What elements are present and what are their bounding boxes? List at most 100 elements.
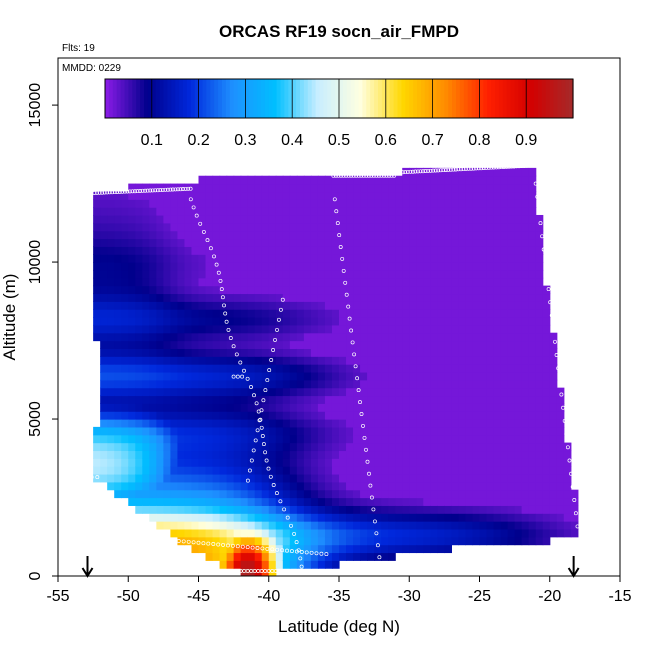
heatmap-cell — [156, 371, 164, 381]
heatmap-cell — [339, 207, 347, 216]
heatmap-cell — [170, 379, 179, 389]
heatmap-cell — [296, 528, 305, 538]
heatmap-cell — [416, 207, 424, 216]
heatmap-cell — [479, 521, 488, 530]
heatmap-cell — [219, 528, 228, 538]
heatmap-cell — [479, 269, 488, 279]
heatmap-cell — [374, 222, 382, 232]
heatmap-cell — [521, 183, 530, 193]
heatmap-cell — [458, 340, 467, 349]
heatmap-cell — [191, 301, 200, 310]
heatmap-cell — [310, 419, 319, 428]
heatmap-cell — [247, 521, 256, 530]
heatmap-cell — [465, 254, 474, 263]
heatmap-cell — [310, 356, 319, 365]
heatmap-cell — [240, 364, 249, 373]
heatmap-cell — [388, 403, 396, 412]
heatmap-cell — [219, 434, 228, 444]
heatmap-cell — [423, 317, 431, 326]
heatmap-cell — [135, 183, 143, 193]
heatmap-cell — [247, 505, 256, 514]
heatmap-cell — [233, 175, 242, 185]
heatmap-cell — [212, 403, 221, 412]
heatmap-cell — [339, 301, 347, 310]
heatmap-cell — [254, 214, 263, 224]
heatmap-cell — [226, 403, 235, 412]
heatmap-cell — [289, 214, 298, 224]
flight-track-point — [135, 189, 140, 194]
heatmap-cell — [135, 214, 143, 224]
heatmap-cell — [465, 434, 474, 444]
heatmap-cell — [135, 301, 143, 310]
heatmap-cell — [135, 230, 143, 240]
heatmap-cell — [374, 497, 382, 506]
heatmap-cell — [142, 481, 150, 491]
heatmap-cell — [170, 387, 179, 397]
heatmap-cell — [381, 395, 389, 404]
heatmap-cell — [212, 442, 221, 452]
heatmap-cell — [93, 191, 101, 200]
heatmap-cell — [240, 254, 249, 263]
heatmap-cell — [226, 183, 235, 193]
heatmap-cell — [100, 246, 108, 255]
heatmap-cell — [177, 442, 186, 452]
heatmap-cell — [233, 214, 242, 224]
heatmap-cell — [261, 536, 270, 546]
flight-track-point — [120, 189, 125, 194]
heatmap-cell — [233, 238, 242, 247]
heatmap-cell — [500, 450, 509, 459]
heatmap-cell — [500, 332, 509, 342]
heatmap-cell — [135, 207, 143, 216]
heatmap-cell — [107, 332, 115, 342]
flight-track-point — [405, 169, 410, 174]
heatmap-cell — [521, 497, 530, 506]
heatmap-cell — [142, 269, 150, 279]
flight-track-point — [231, 569, 236, 573]
heatmap-cell — [254, 348, 263, 357]
heatmap-cell — [261, 434, 270, 444]
heatmap-cell — [339, 442, 347, 452]
heatmap-cell — [465, 285, 474, 295]
heatmap-cell — [191, 521, 200, 530]
heatmap-cell — [388, 246, 396, 255]
heatmap-cell — [493, 450, 502, 459]
heatmap-cell — [493, 222, 502, 232]
heatmap-cell — [170, 324, 179, 334]
heatmap-cell — [198, 191, 207, 200]
heatmap-cell — [177, 238, 186, 247]
heatmap-cell — [212, 293, 221, 302]
heatmap-cell — [170, 442, 179, 452]
heatmap-cell — [437, 317, 445, 326]
heatmap-cell — [149, 505, 157, 514]
heatmap-cell — [388, 536, 396, 546]
heatmap-cell — [240, 544, 249, 554]
heatmap-cell — [479, 364, 488, 373]
flight-track-point — [567, 458, 572, 463]
heatmap-cell — [514, 191, 523, 200]
heatmap-cell — [493, 473, 502, 483]
heatmap-cell — [360, 536, 368, 546]
heatmap-cell — [500, 379, 509, 389]
heatmap-cell — [423, 528, 431, 538]
heatmap-cell — [458, 497, 467, 506]
heatmap-cell — [177, 364, 186, 373]
heatmap-cell — [121, 426, 129, 436]
heatmap-cell — [219, 419, 228, 428]
heatmap-cell — [353, 489, 361, 499]
heatmap-cell — [423, 183, 431, 193]
heatmap-cell — [233, 207, 242, 216]
flight-track-point — [265, 378, 270, 383]
heatmap-cell — [282, 434, 291, 444]
heatmap-cell — [177, 191, 186, 200]
heatmap-cell — [149, 277, 157, 287]
heatmap-cell — [360, 544, 368, 554]
heatmap-cell — [500, 426, 509, 436]
heatmap-cell — [282, 332, 291, 342]
heatmap-cell — [346, 348, 354, 357]
heatmap-cell — [191, 364, 200, 373]
heatmap-cell — [353, 317, 361, 326]
heatmap-cell — [240, 230, 249, 240]
flight-track-point — [138, 189, 143, 193]
heatmap-cell — [254, 246, 263, 255]
heatmap-cell — [465, 528, 474, 538]
